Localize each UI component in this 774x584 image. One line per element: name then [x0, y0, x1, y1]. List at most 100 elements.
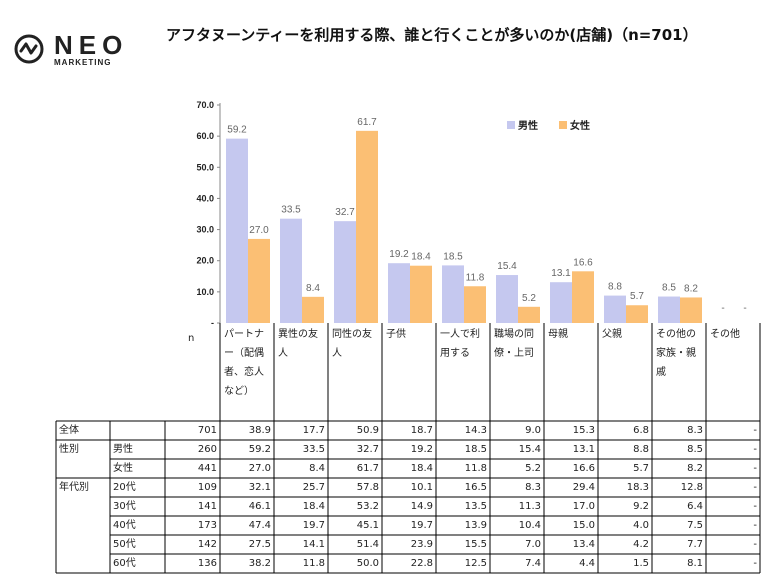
- row-n-value: 701: [197, 425, 217, 436]
- y-tick-label: 40.0: [196, 193, 214, 203]
- table-cell-value: 9.2: [633, 501, 649, 512]
- table-cell-value: 18.7: [410, 425, 433, 436]
- table-cell-value: 11.3: [518, 501, 541, 512]
- table-cell-value: 38.9: [248, 425, 271, 436]
- table-cell-value: 15.3: [572, 425, 595, 436]
- y-tick-label: 60.0: [196, 131, 214, 141]
- table-cell-value: 38.2: [248, 558, 271, 569]
- bar-value-label: 18.4: [411, 252, 431, 263]
- bar-female: [464, 286, 486, 323]
- table-cell-value: 25.7: [302, 482, 325, 493]
- bar-male: [442, 265, 464, 323]
- table-cell-value: 18.5: [464, 444, 487, 455]
- bar-male: [604, 295, 626, 323]
- bar-female: [302, 296, 324, 323]
- table-cell-value: 27.5: [248, 539, 271, 550]
- pulse-circle-icon: [14, 34, 44, 64]
- bar-value-label: 33.5: [281, 205, 301, 216]
- column-header: 母親: [548, 329, 568, 340]
- bar-male: [388, 263, 410, 323]
- row-sub-label: 20代: [113, 482, 136, 493]
- table-cell-value: 13.4: [572, 539, 595, 550]
- table-cell-value: 19.2: [410, 444, 433, 455]
- y-tick-label: 10.0: [196, 287, 214, 297]
- table-cell-value: 45.1: [356, 520, 379, 531]
- row-sub-label: 60代: [113, 558, 136, 569]
- table-cell-value: 15.5: [464, 539, 487, 550]
- table-cell-value: 57.8: [356, 482, 379, 493]
- table-cell-value: 8.8: [633, 444, 649, 455]
- y-tick-label: -: [211, 318, 214, 328]
- y-tick-label: 20.0: [196, 256, 214, 266]
- table-cell-value: 23.9: [410, 539, 433, 550]
- bar-value-label: -: [721, 303, 724, 314]
- legend-swatch-male: [507, 121, 515, 129]
- table-cell-value: 7.7: [687, 539, 703, 550]
- neo-marketing-logo: NEO MARKETING: [14, 30, 134, 70]
- table-cell-value: 7.0: [525, 539, 541, 550]
- table-cell-value: 33.5: [302, 444, 325, 455]
- bar-value-label: 15.4: [497, 261, 517, 272]
- table-cell-value: 50.9: [356, 425, 379, 436]
- table-cell-value: 22.8: [410, 558, 433, 569]
- table-cell-value: 7.5: [687, 520, 703, 531]
- table-cell-value: 15.4: [518, 444, 541, 455]
- bar-value-label: 8.8: [608, 282, 622, 293]
- bar-value-label: 5.7: [630, 291, 644, 302]
- table-cell-value: 19.7: [302, 520, 325, 531]
- logo-text: NEO: [54, 30, 129, 60]
- bar-female: [248, 238, 270, 323]
- table-cell-value: 18.3: [626, 482, 649, 493]
- table-cell-value: 50.0: [356, 558, 379, 569]
- table-cell-value: 6.4: [687, 501, 703, 512]
- table-cell-value: 61.7: [356, 463, 379, 474]
- row-group-label: 年代別: [59, 482, 89, 493]
- bar-value-label: 13.1: [551, 268, 571, 279]
- table-cell-value: 17.0: [572, 501, 595, 512]
- bar-value-label: 19.2: [389, 249, 409, 260]
- column-header: その他の家族・親戚: [656, 329, 696, 378]
- bar-value-label: 8.4: [306, 283, 320, 294]
- column-header: 一人で利用する: [440, 329, 480, 359]
- table-cell-value: -: [753, 520, 757, 531]
- table-cell-value: 12.5: [464, 558, 487, 569]
- table-cell-value: 29.4: [572, 482, 595, 493]
- logo-subtext: MARKETING: [54, 58, 112, 67]
- bar-male: [658, 296, 680, 323]
- row-sub-label: 50代: [113, 539, 136, 550]
- table-cell-value: 14.1: [302, 539, 325, 550]
- table-cell-value: 14.3: [464, 425, 487, 436]
- row-n-value: 173: [197, 520, 217, 531]
- table-cell-value: 8.5: [687, 444, 703, 455]
- legend-label: 男性: [518, 119, 538, 132]
- table-cell-value: -: [753, 482, 757, 493]
- table-cell-value: 51.4: [356, 539, 379, 550]
- bar-female: [410, 265, 432, 323]
- table-cell-value: 7.4: [525, 558, 541, 569]
- table-cell-value: 8.3: [525, 482, 541, 493]
- table-cell-value: 59.2: [248, 444, 271, 455]
- row-n-value: 109: [197, 482, 217, 493]
- bar-value-label: -: [743, 303, 746, 314]
- bar-value-label: 8.2: [684, 283, 698, 294]
- table-cell-value: 15.0: [572, 520, 595, 531]
- table-cell-value: 27.0: [248, 463, 271, 474]
- table-cell-value: 6.8: [633, 425, 649, 436]
- row-sub-label: 30代: [113, 501, 136, 512]
- row-n-value: 141: [197, 501, 217, 512]
- bar-value-label: 61.7: [357, 117, 377, 128]
- bar-male: [550, 282, 572, 323]
- column-header: 子供: [386, 329, 406, 340]
- row-group-label: 全体: [59, 425, 79, 436]
- table-cell-value: 13.9: [464, 520, 487, 531]
- table-cell-value: 46.1: [248, 501, 271, 512]
- bar-female: [356, 130, 378, 323]
- table-cell-value: 18.4: [302, 501, 325, 512]
- row-n-value: 142: [197, 539, 217, 550]
- table-cell-value: 12.8: [680, 482, 703, 493]
- table-cell-value: 32.7: [356, 444, 379, 455]
- table-cell-value: 16.5: [464, 482, 487, 493]
- legend-swatch-female: [559, 121, 567, 129]
- bar-female: [626, 305, 648, 323]
- table-cell-value: 11.8: [464, 463, 487, 474]
